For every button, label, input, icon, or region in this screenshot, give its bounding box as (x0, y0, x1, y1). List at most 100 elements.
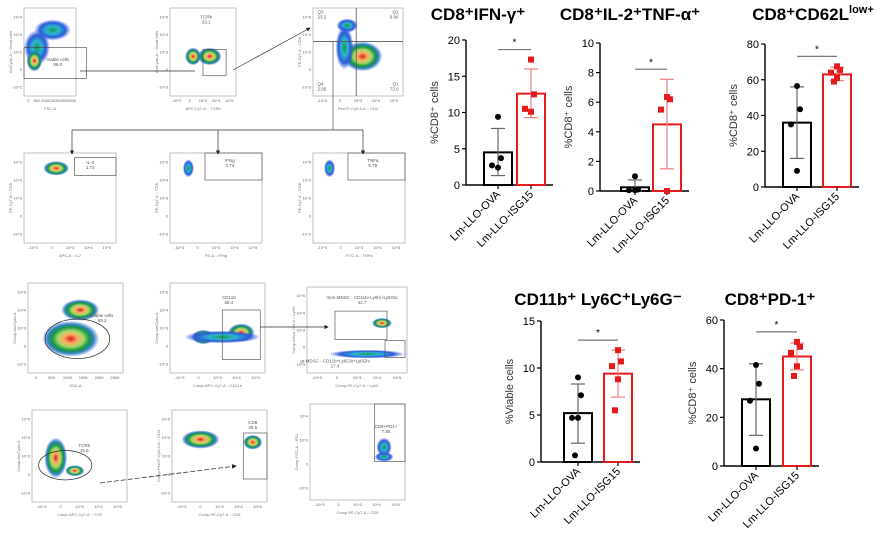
y-tick-label: 10^3 (21, 454, 30, 459)
y-tick-label: 0 (28, 472, 31, 477)
gate-rectangle (204, 152, 263, 181)
y-tick-label: 0 (309, 67, 312, 72)
x-tick-label: 0 (339, 98, 342, 103)
x-axis-label: PE-A :: IFNg (205, 253, 227, 258)
y-tick-label: 20 (448, 35, 460, 47)
x-tick-label: 0 (337, 502, 340, 507)
x-axis-label: Comp-PE-Cy7-A :: CD8 (336, 510, 379, 515)
gate-ellipse (38, 450, 93, 481)
y-tick-label: 0 (166, 344, 169, 349)
y-tick-label: 10^3 (161, 454, 170, 459)
cell-population-density (65, 465, 85, 477)
gate-name: Viable cells (91, 313, 114, 318)
y-axis-label: PE-Cy7-A :: CD8 (297, 36, 302, 67)
gate-rectangle (221, 309, 261, 360)
x-tick-label: 50K (48, 375, 55, 380)
gate-rectangle (202, 49, 227, 77)
gate-value: 3.73 (225, 163, 234, 168)
y-axis-label: PE-Cy7-A :: CD8 (297, 182, 302, 213)
x-tick-label: -10^3 (174, 245, 185, 250)
gate-name: CD8+PD1+ (374, 424, 397, 429)
y-axis-label: Comp-Alexa 700-A :: Ly6G (291, 306, 296, 353)
chart-title: CD8⁺IL-2⁺TNF-α⁺ (560, 5, 700, 24)
gate-rectangle (384, 340, 406, 358)
y-tick-label: -10^3 (295, 362, 306, 367)
data-point (831, 78, 837, 85)
x-axis-label: SSC-A (69, 383, 82, 388)
y-tick-label: 10 (523, 363, 535, 375)
y-tick-label: 10^2 (13, 50, 22, 55)
data-point (747, 397, 753, 404)
x-tick-label: 10^5 (249, 245, 258, 250)
gate-name: IL-2 (86, 160, 94, 165)
x-axis-label: APC-A :: IL2 (59, 253, 82, 258)
bar-isg15 (822, 73, 852, 188)
y-tick-label: -10^2 (12, 85, 23, 90)
data-point (794, 167, 800, 174)
x-axis-label: PerCP-Cy5-5-A :: CD4 (338, 106, 379, 111)
x-tick-label: 0 (336, 375, 339, 380)
chart-title: CD8⁺CD62Llow+ (752, 4, 874, 24)
x-tick-label: 10^5 (113, 504, 122, 509)
gate-value: 33.1 (202, 20, 211, 25)
x-tick-label: 0 (197, 375, 200, 380)
plot-frame (23, 152, 117, 244)
data-point (495, 164, 501, 171)
x-axis-label: FSC-A (44, 106, 56, 111)
cell-population-density (329, 349, 405, 359)
gate-rectangle (242, 432, 268, 480)
cell-population-density (185, 47, 202, 66)
y-tick-label: 10^4 (296, 310, 305, 315)
cell-population-density (26, 50, 43, 72)
data-point (658, 106, 664, 113)
x-tick-label: 100K (63, 375, 73, 380)
y-tick-label: 15 (448, 71, 460, 83)
x-tick-label: 0 (199, 504, 202, 509)
y-tick-label: 0 (712, 461, 718, 473)
significance-marker: * (649, 57, 653, 68)
y-tick-label: -10^3 (301, 85, 312, 90)
data-point (667, 96, 673, 103)
cell-population-density (197, 47, 222, 66)
y-tick-label: 0 (454, 180, 460, 192)
y-tick-label: 8 (588, 68, 594, 80)
y-tick-label: 4 (588, 127, 594, 139)
x-axis-label: Comp-PE-Cy7-A :: Ly6C (335, 383, 378, 388)
significance-marker: * (513, 38, 517, 49)
y-axis-label: Comp-AmCyan-A (12, 312, 17, 344)
y-tick-label: 10^3 (159, 196, 168, 201)
chart-title-superscript: low+ (849, 4, 874, 16)
gate-name: CD8 (248, 420, 257, 425)
y-tick-label: 10^5 (159, 160, 168, 165)
y-axis-label: PE-Cy7-A :: CD8 (154, 182, 159, 213)
x-tick-label: 150K (79, 375, 89, 380)
y-tick-label: 60 (747, 75, 759, 87)
x-tick-label: 10^5 (253, 504, 262, 509)
x-tick-label: -10^3 (177, 504, 188, 509)
cell-population-density (42, 320, 100, 357)
y-tick-label: 10^3 (299, 438, 308, 443)
chart-title: CD8⁺PD-1⁺ (725, 290, 816, 309)
y-tick-label: 0 (588, 186, 594, 198)
y-axis-label: PE-Cy7-A :: CD8 (8, 182, 13, 213)
x-tick-label: 0 (189, 98, 192, 103)
data-point (489, 162, 495, 169)
x-tick-label: 10^4 (373, 245, 382, 250)
x-tick-label: 10^3 (212, 245, 221, 250)
x-tick-label: 10^4 (94, 504, 103, 509)
x-tick-label: -10^3 (312, 375, 323, 380)
flow-panel-p4: IL-21.72 -10^2 0 10^3 10^4 10^5 10^5 10^4 10^3 0 -… (8, 152, 117, 258)
x-tick-label: 0 (50, 245, 53, 250)
cell-population-density (181, 430, 220, 449)
x-tick-label: 10^3 (355, 245, 364, 250)
gate-value: 5.79 (368, 163, 377, 168)
